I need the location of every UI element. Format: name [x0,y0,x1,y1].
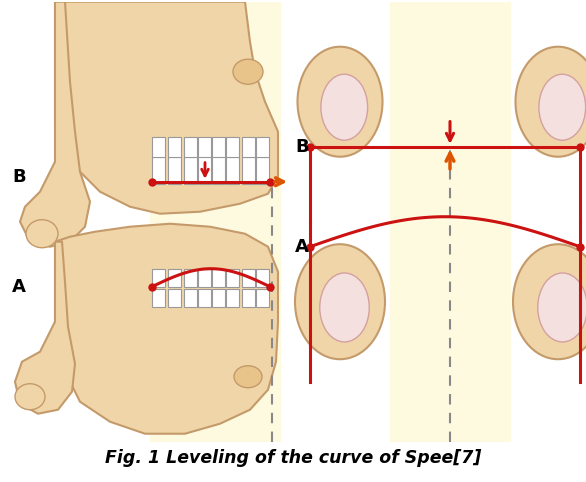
Bar [242,137,255,157]
Bar [390,2,510,442]
Bar [256,289,269,307]
Bar [152,157,165,184]
Text: A: A [12,278,26,296]
Bar [242,289,255,307]
Bar [168,289,181,307]
Text: Fig. 1 Leveling of the curve of Spee[7]: Fig. 1 Leveling of the curve of Spee[7] [105,449,481,467]
Ellipse shape [516,47,586,157]
Bar [198,269,211,287]
Bar [212,137,225,157]
Ellipse shape [539,74,585,140]
Bar [184,157,197,184]
Bar [168,269,181,287]
Bar [152,269,165,287]
Text: B: B [12,168,26,186]
Bar [168,157,181,184]
Bar [198,289,211,307]
Bar [242,269,255,287]
Bar [256,269,269,287]
Bar [212,152,225,184]
Bar [256,157,269,184]
Polygon shape [15,241,75,414]
Ellipse shape [320,273,369,342]
Ellipse shape [26,220,58,248]
Bar [184,269,197,287]
Polygon shape [55,224,278,434]
Ellipse shape [233,59,263,84]
Bar [150,2,280,442]
Ellipse shape [513,244,586,359]
Polygon shape [55,2,278,214]
Bar [152,289,165,307]
Bar [198,152,211,184]
Polygon shape [20,2,90,247]
Ellipse shape [234,366,262,388]
Bar [256,137,269,157]
Bar [226,157,239,184]
Bar [198,137,211,157]
Ellipse shape [15,384,45,410]
Bar [226,269,239,287]
Text: A: A [295,238,309,256]
Bar [226,137,239,157]
Text: B: B [295,138,309,156]
Bar [212,269,225,287]
Bar [184,289,197,307]
Bar [152,137,165,157]
Bar [168,137,181,157]
Bar [242,157,255,184]
Ellipse shape [321,74,367,140]
Bar [212,289,225,307]
Ellipse shape [295,244,385,359]
Ellipse shape [538,273,586,342]
Bar [184,137,197,157]
Bar [226,289,239,307]
Ellipse shape [298,47,383,157]
